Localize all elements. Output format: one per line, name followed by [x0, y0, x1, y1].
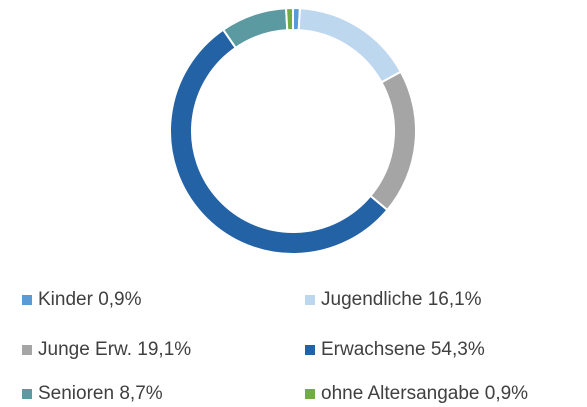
legend-label: Senioren 8,7%: [38, 383, 163, 404]
legend-name: ohne Altersangabe: [321, 383, 479, 404]
legend-name: Junge Erw.: [38, 339, 132, 360]
donut-slice: [284, 6, 294, 32]
legend-label: Erwachsene 54,3%: [321, 339, 485, 360]
legend-label: Junge Erw. 19,1%: [38, 339, 191, 360]
donut-slice: [221, 7, 289, 50]
legend-value: 8,7%: [119, 383, 162, 404]
legend-swatch: [305, 345, 315, 355]
legend-label: ohne Altersangabe 0,9%: [321, 383, 528, 404]
legend-label: Kinder 0,9%: [38, 289, 142, 310]
donut-slice: [369, 70, 417, 212]
legend-value: 54,3%: [431, 339, 485, 360]
legend-name: Senioren: [38, 383, 114, 404]
legend-value: 16,1%: [428, 289, 482, 310]
legend-value: 19,1%: [137, 339, 191, 360]
legend-swatch: [305, 295, 315, 305]
legend-value: 0,9%: [98, 289, 141, 310]
legend-name: Erwachsene: [321, 339, 426, 360]
legend-value: 0,9%: [485, 383, 528, 404]
legend-swatch: [22, 295, 32, 305]
legend-label: Jugendliche 16,1%: [321, 289, 482, 310]
donut-slice: [169, 28, 389, 255]
donut-slice: [297, 7, 403, 84]
legend-name: Kinder: [38, 289, 94, 310]
legend-name: Jugendliche: [321, 289, 422, 310]
legend-swatch: [305, 389, 315, 399]
legend-swatch: [22, 345, 32, 355]
legend-swatch: [22, 389, 32, 399]
